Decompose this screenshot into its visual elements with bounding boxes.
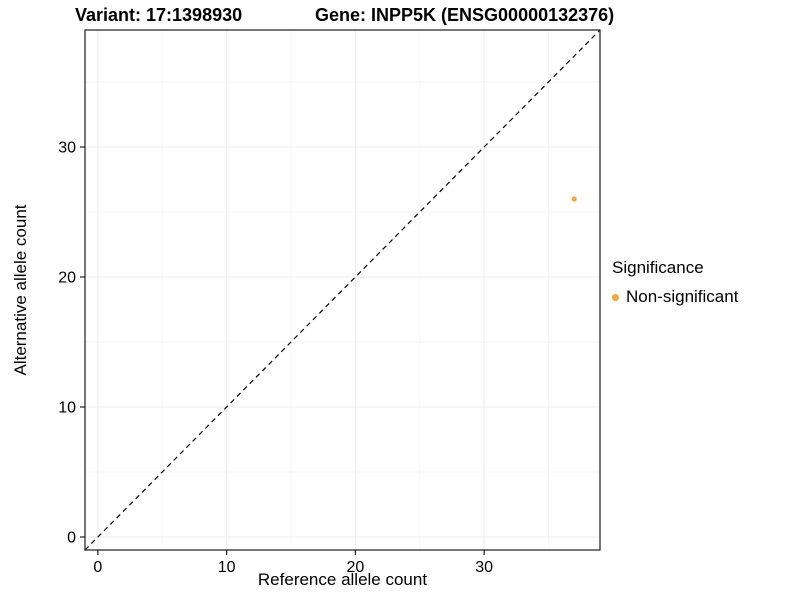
x-tick-label: 20: [346, 559, 364, 576]
legend-title: Significance: [612, 258, 704, 277]
variant-title: Variant: 17:1398930: [75, 5, 243, 25]
x-axis-label: Reference allele count: [257, 570, 428, 589]
y-tick-label: 0: [67, 530, 76, 547]
y-tick-label: 20: [58, 270, 76, 287]
legend: Significance Non-significant: [612, 258, 738, 307]
legend-point-icon: [612, 293, 619, 301]
plot-panel-border: [84, 29, 601, 551]
x-tick-label: 0: [93, 559, 102, 576]
data-point: [571, 196, 577, 202]
legend-entry: Non-significant: [612, 287, 738, 307]
y-tick-label: 30: [58, 140, 76, 157]
x-tick-label: 10: [218, 559, 236, 576]
y-tick-label: 10: [58, 400, 76, 417]
legend-entry-label: Non-significant: [626, 287, 739, 306]
gene-title: Gene: INPP5K (ENSG00000132376): [315, 5, 615, 25]
identity-line: [84, 29, 601, 551]
y-axis-label: Alternative allele count: [11, 204, 30, 376]
x-tick-label: 30: [475, 559, 493, 576]
